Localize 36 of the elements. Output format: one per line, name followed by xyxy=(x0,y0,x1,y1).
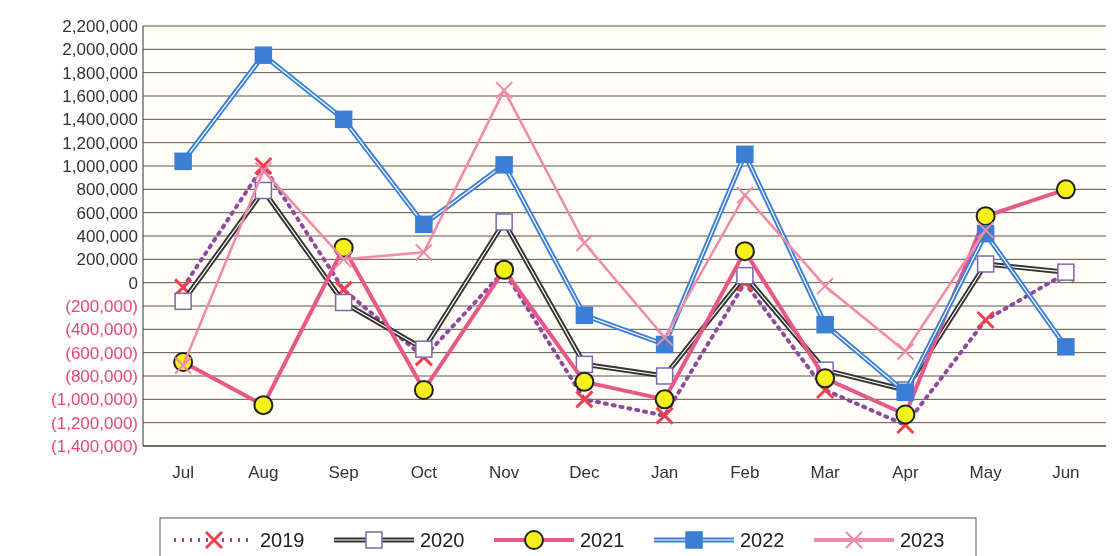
y-tick-label: (200,000) xyxy=(65,296,138,316)
y-tick-label: 800,000 xyxy=(76,180,138,200)
x-tick-label: Aug xyxy=(248,463,279,482)
y-tick-label: 1,200,000 xyxy=(62,133,138,153)
y-tick-label: (1,400,000) xyxy=(51,436,138,456)
x-tick-label: May xyxy=(969,463,1003,482)
y-tick-label: 1,800,000 xyxy=(62,63,138,83)
legend-label: 2023 xyxy=(900,529,945,551)
y-tick-label: (1,200,000) xyxy=(51,413,138,433)
y-tick-label: 1,000,000 xyxy=(62,156,138,176)
y-tick-label: 2,000,000 xyxy=(62,40,138,60)
y-tick-label: 2,200,000 xyxy=(62,16,138,36)
legend-label: 2021 xyxy=(580,529,625,551)
x-tick-label: Sep xyxy=(328,463,359,482)
x-tick-label: Oct xyxy=(410,463,438,482)
y-tick-label: (1,000,000) xyxy=(51,390,138,410)
y-tick-label: 0 xyxy=(128,273,138,293)
x-tick-label: Dec xyxy=(569,463,600,482)
x-tick-label: Jul xyxy=(172,463,194,482)
x-tick-label: Feb xyxy=(730,463,760,482)
legend-label: 2020 xyxy=(420,529,465,551)
x-tick-label: Apr xyxy=(892,463,919,482)
y-tick-label: (800,000) xyxy=(65,366,138,386)
x-tick-label: Mar xyxy=(810,463,841,482)
y-tick-label: (400,000) xyxy=(65,320,138,340)
y-tick-label: 200,000 xyxy=(76,250,138,270)
y-tick-label: (600,000) xyxy=(65,343,138,363)
y-tick-label: 400,000 xyxy=(76,226,138,246)
x-tick-label: Jan xyxy=(650,463,679,482)
x-tick-label: Nov xyxy=(489,463,520,482)
y-tick-label: 1,600,000 xyxy=(62,86,138,106)
x-tick-label: Jun xyxy=(1052,463,1080,482)
y-tick-label: 1,400,000 xyxy=(62,110,138,130)
legend-label: 2019 xyxy=(260,529,305,551)
y-tick-label: 600,000 xyxy=(76,203,138,223)
legend-label: 2022 xyxy=(740,529,785,551)
